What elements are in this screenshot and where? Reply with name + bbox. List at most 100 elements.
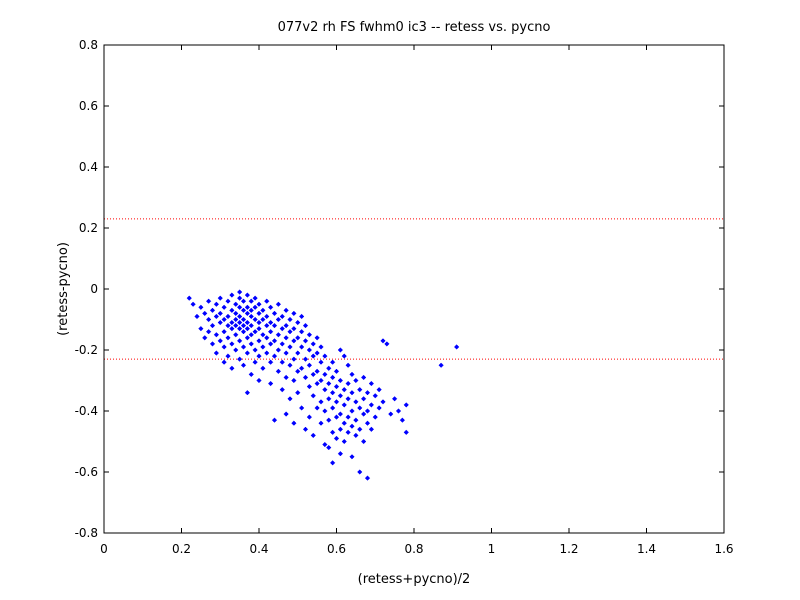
data-point xyxy=(353,432,359,439)
data-point xyxy=(341,402,347,408)
y-tick-label: -0.8 xyxy=(75,526,98,540)
data-point xyxy=(298,365,305,371)
data-point xyxy=(314,405,320,411)
data-point xyxy=(283,374,289,381)
data-point xyxy=(271,310,278,317)
data-point xyxy=(403,429,409,436)
data-point xyxy=(233,332,239,338)
data-point xyxy=(264,313,270,320)
data-point xyxy=(357,469,363,475)
data-point xyxy=(271,338,278,344)
data-point xyxy=(221,304,227,310)
data-point xyxy=(287,329,293,335)
data-point xyxy=(360,374,367,381)
data-point xyxy=(360,411,367,417)
data-point xyxy=(337,451,344,457)
data-point xyxy=(318,377,324,384)
data-point xyxy=(295,390,301,396)
data-point xyxy=(399,417,406,423)
data-point xyxy=(205,329,212,335)
data-point xyxy=(260,316,266,323)
data-point xyxy=(372,414,378,420)
plot-frame xyxy=(103,44,725,534)
data-point xyxy=(264,298,270,304)
data-point xyxy=(279,341,285,347)
data-point xyxy=(298,313,305,320)
x-tick-label: 1.4 xyxy=(637,542,656,556)
data-point xyxy=(240,362,247,368)
data-point xyxy=(240,298,247,304)
data-point xyxy=(283,335,289,341)
data-point xyxy=(345,414,351,420)
data-point xyxy=(202,335,208,341)
data-point xyxy=(240,322,247,329)
data-point xyxy=(337,377,344,384)
data-point xyxy=(329,429,336,436)
y-tick-label: 0.2 xyxy=(79,221,98,235)
data-point xyxy=(314,350,320,356)
data-point xyxy=(291,310,297,317)
data-point xyxy=(333,435,340,442)
axis-tick-labels: 0 0.2 0.4 0.6 0.8 1 1.2 1.4 1.6 -0.8 -0.6 -0.4 -0.2 0… xyxy=(75,38,734,556)
data-point xyxy=(233,322,239,329)
x-tick-label: 0.2 xyxy=(172,542,191,556)
data-point xyxy=(267,319,274,326)
data-point xyxy=(209,307,216,314)
data-point xyxy=(302,374,309,381)
data-point xyxy=(260,344,266,350)
data-point xyxy=(310,371,316,378)
data-point xyxy=(236,338,243,344)
data-point xyxy=(256,325,262,332)
data-point xyxy=(310,432,316,439)
x-tick-label: 0 xyxy=(100,542,108,556)
data-point xyxy=(326,365,332,371)
data-point xyxy=(225,353,231,359)
data-point xyxy=(380,338,386,344)
data-point xyxy=(341,420,347,426)
data-point xyxy=(391,396,398,402)
y-tick-label: -0.2 xyxy=(75,343,98,357)
data-point xyxy=(345,362,351,368)
data-point xyxy=(322,386,328,393)
data-point xyxy=(240,329,247,335)
data-point xyxy=(248,332,254,338)
x-tick-label: 1 xyxy=(488,542,496,556)
data-point xyxy=(275,316,282,323)
data-point xyxy=(256,319,262,326)
data-point xyxy=(341,438,347,445)
data-point xyxy=(205,298,212,304)
data-point xyxy=(283,350,289,356)
data-points xyxy=(186,289,460,481)
data-point xyxy=(349,454,355,460)
data-point xyxy=(287,316,293,323)
data-point xyxy=(256,338,262,344)
data-point xyxy=(221,316,227,323)
data-point xyxy=(353,399,359,405)
data-point xyxy=(252,295,258,301)
data-point xyxy=(217,319,223,326)
data-point xyxy=(229,325,235,332)
data-point xyxy=(260,332,266,338)
data-point xyxy=(322,353,328,359)
data-point xyxy=(341,386,347,393)
data-point xyxy=(248,371,254,378)
data-point xyxy=(244,310,251,317)
data-point xyxy=(209,341,216,347)
x-tick-label: 0.6 xyxy=(327,542,346,556)
data-point xyxy=(364,475,371,481)
data-point xyxy=(229,365,235,371)
data-point xyxy=(357,405,363,411)
data-point xyxy=(236,295,243,301)
data-point xyxy=(353,377,359,384)
data-point xyxy=(349,408,355,414)
data-point xyxy=(256,377,262,384)
data-point xyxy=(252,347,258,353)
data-point xyxy=(186,295,192,301)
data-point xyxy=(291,377,297,384)
data-point xyxy=(302,426,309,432)
data-point xyxy=(213,313,220,320)
data-point xyxy=(213,332,220,338)
data-point xyxy=(225,335,231,341)
